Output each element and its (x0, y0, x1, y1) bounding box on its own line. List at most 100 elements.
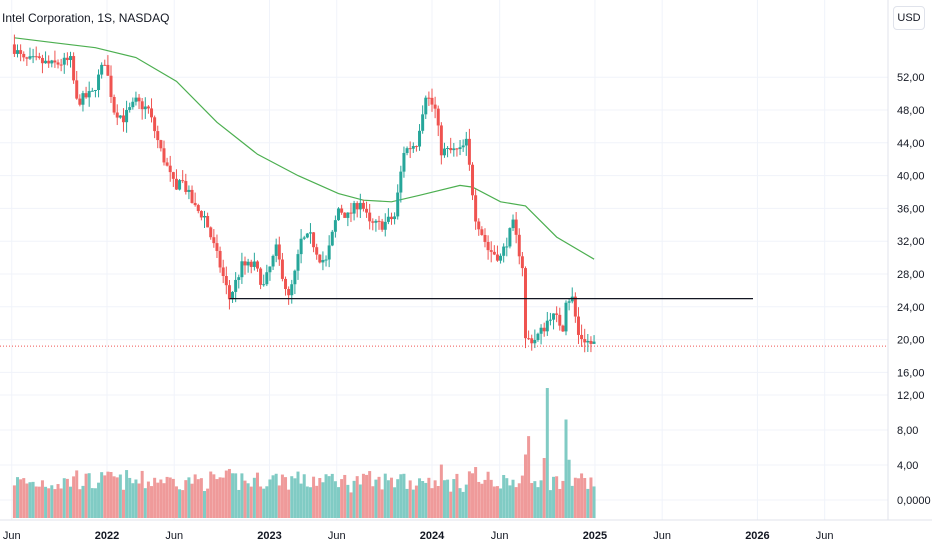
currency-button[interactable]: USD (893, 6, 925, 30)
volume-bar (436, 486, 440, 518)
candle-body (262, 284, 266, 286)
candle-body (414, 146, 418, 148)
volume-bar (558, 488, 562, 518)
candle-body (411, 146, 415, 149)
volume-bar (586, 488, 590, 518)
candle-body (255, 261, 259, 269)
time-tick-label: Jun (3, 530, 21, 542)
candle-body (573, 296, 577, 317)
candle-body (196, 205, 200, 212)
price-tick-label: 24,00 (897, 302, 925, 314)
candle-body (355, 203, 359, 210)
candle-body (162, 148, 166, 163)
volume-bar (115, 477, 119, 518)
candle-body (93, 89, 97, 91)
candle-body (190, 189, 194, 203)
candle-body (371, 221, 375, 223)
volume-bar (315, 485, 319, 518)
candle-body (477, 221, 481, 230)
volume-bar (196, 479, 200, 518)
candle-body (511, 219, 515, 229)
candle-body (209, 227, 213, 238)
volume-bar (65, 478, 69, 518)
volume-bar (321, 482, 325, 518)
volume-bar (495, 486, 499, 518)
candle-body (308, 232, 312, 234)
candle-body (34, 56, 38, 58)
price-tick-label: 44,00 (897, 138, 925, 150)
candle-body (12, 44, 16, 54)
volume-bar (137, 483, 141, 518)
volume-bar (567, 459, 571, 518)
candle-body (218, 250, 222, 268)
candle-body (199, 211, 203, 218)
volume-bar (312, 476, 316, 518)
volume-bar (545, 388, 549, 518)
volume-bar (355, 476, 359, 518)
candle-body (480, 229, 484, 235)
volume-bar (56, 484, 60, 518)
volume-bar (340, 479, 344, 518)
candle-body (78, 98, 82, 105)
candle-body (321, 259, 325, 263)
volume-bar (103, 475, 107, 518)
volume-bar (371, 486, 375, 518)
candle-body (458, 147, 462, 150)
volume-bar (84, 473, 88, 518)
volume-bar (299, 483, 303, 518)
candle-body (474, 195, 478, 222)
candle-body (586, 340, 590, 343)
candle-body (592, 341, 596, 344)
candle-body (106, 64, 110, 76)
candle-body (343, 212, 347, 218)
candle-body (156, 131, 160, 141)
volume-bar (324, 474, 328, 518)
volume-bar (427, 477, 431, 518)
candle-body (492, 251, 496, 255)
candle-body (203, 215, 206, 218)
candle-body (165, 162, 169, 166)
volume-bar (134, 479, 138, 518)
volume-bar (523, 454, 527, 518)
candle-body (287, 288, 291, 296)
volume-bar (433, 480, 437, 518)
price-axis[interactable]: 16,00 20,00 24,00 28,00 32,00 36,00 40,00 44,00… (897, 72, 931, 507)
volume-bar (215, 479, 219, 518)
volume-bar (492, 486, 496, 518)
candle-body (446, 148, 450, 150)
candle-body (131, 101, 135, 108)
volume-bar (280, 474, 284, 518)
volume-bar (37, 486, 41, 518)
time-tick-label: Jun (165, 530, 183, 542)
candle-body (508, 228, 512, 247)
volume-bar (352, 480, 356, 518)
volume-bar (499, 488, 503, 518)
candle-body (184, 181, 188, 192)
candle-body (452, 148, 456, 151)
candle-body (178, 180, 182, 190)
volume-bar (59, 488, 63, 518)
volume-bar (467, 471, 471, 518)
candle-body (44, 60, 48, 64)
candle-body (305, 233, 309, 238)
time-axis[interactable]: Jun 2022 Jun 2023 Jun 2024 Jun 2025 Jun 2026 Jun (3, 530, 834, 542)
volume-bar (361, 473, 365, 518)
candle-body (50, 60, 54, 64)
volume-bar (243, 480, 247, 518)
volume-tick-label: 12,00 (897, 390, 925, 402)
candle-body (430, 97, 434, 105)
volume-bar (162, 483, 166, 518)
candle-body (405, 148, 409, 153)
time-tick-label: Jun (816, 530, 834, 542)
candle-body (523, 268, 527, 339)
volume-bar (246, 483, 250, 518)
candle-body (552, 313, 556, 320)
volume-bar (31, 481, 35, 518)
moving-average-line (14, 37, 595, 260)
candle-body (100, 64, 104, 75)
time-tick-label: 2022 (95, 530, 119, 542)
volume-bar (140, 470, 144, 518)
volume-bar (374, 479, 378, 518)
candle-body (47, 60, 51, 64)
